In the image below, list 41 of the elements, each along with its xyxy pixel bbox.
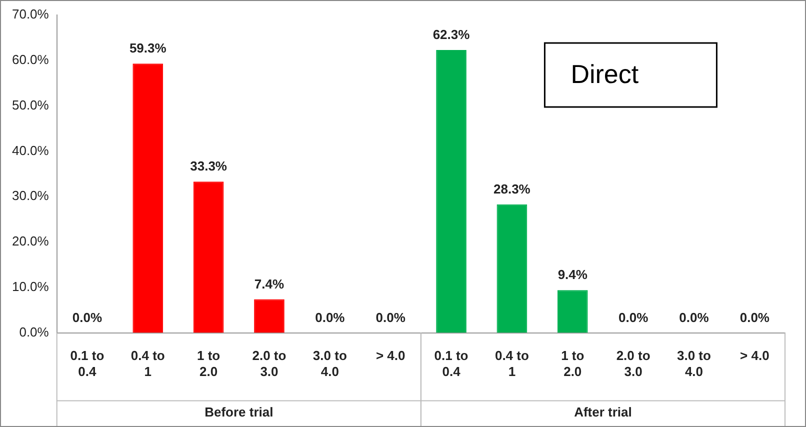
data-label: 9.4% <box>558 267 588 282</box>
bar <box>496 204 528 333</box>
x-tick-label: 0.4 to 1 <box>494 348 529 379</box>
y-tick-label: 0.0% <box>19 324 50 340</box>
x-tick-label: > 4.0 <box>740 348 770 364</box>
x-tick-label: 0.1 to 0.4 <box>70 348 104 379</box>
bar <box>254 299 284 333</box>
y-tick-label: 10.0% <box>12 278 50 294</box>
data-label: 28.3% <box>494 181 531 196</box>
y-tick-label: 50.0% <box>12 97 50 112</box>
y-tick-label: 20.0% <box>12 234 50 249</box>
y-tick-label: 70.0% <box>12 6 50 22</box>
data-label: 0.0% <box>315 310 346 325</box>
y-tick-label: 40.0% <box>12 142 50 158</box>
data-label: 0.0% <box>679 310 710 325</box>
y-tick-label: 60.0% <box>12 52 50 67</box>
annotation: Direct <box>570 59 640 90</box>
x-tick-label: 0.1 to 0.4 <box>434 348 468 379</box>
data-label: 62.3% <box>432 27 470 42</box>
bar <box>557 290 588 333</box>
text: Before trial <box>204 404 274 420</box>
x-tick-label: 2.0 to 3.0 <box>252 348 286 379</box>
x-tick-label: 1 to 2.0 <box>196 348 220 379</box>
x-tick-label: 2.0 to 3.0 <box>616 348 650 379</box>
x-tick-label: > 4.0 <box>376 348 406 364</box>
bar <box>436 50 466 333</box>
data-label: 0.0% <box>376 310 406 325</box>
x-tick-label: 3.0 to 4.0 <box>677 348 712 379</box>
data-label: 0.0% <box>618 310 649 325</box>
bar <box>193 182 224 333</box>
x-tick-label: 3.0 to 4.0 <box>312 348 347 379</box>
data-label: 7.4% <box>254 276 284 292</box>
x-tick-label: 0.4 to 1 <box>130 348 165 379</box>
bar <box>132 64 164 333</box>
data-label: 0.0% <box>72 310 102 325</box>
y-tick-label: 30.0% <box>12 188 50 204</box>
data-label: 33.3% <box>190 158 228 174</box>
x-tick-label: 1 to 2.0 <box>561 348 584 379</box>
data-label: 59.3% <box>129 40 167 56</box>
data-label: 0.0% <box>740 310 770 325</box>
text: After trial <box>574 404 632 420</box>
